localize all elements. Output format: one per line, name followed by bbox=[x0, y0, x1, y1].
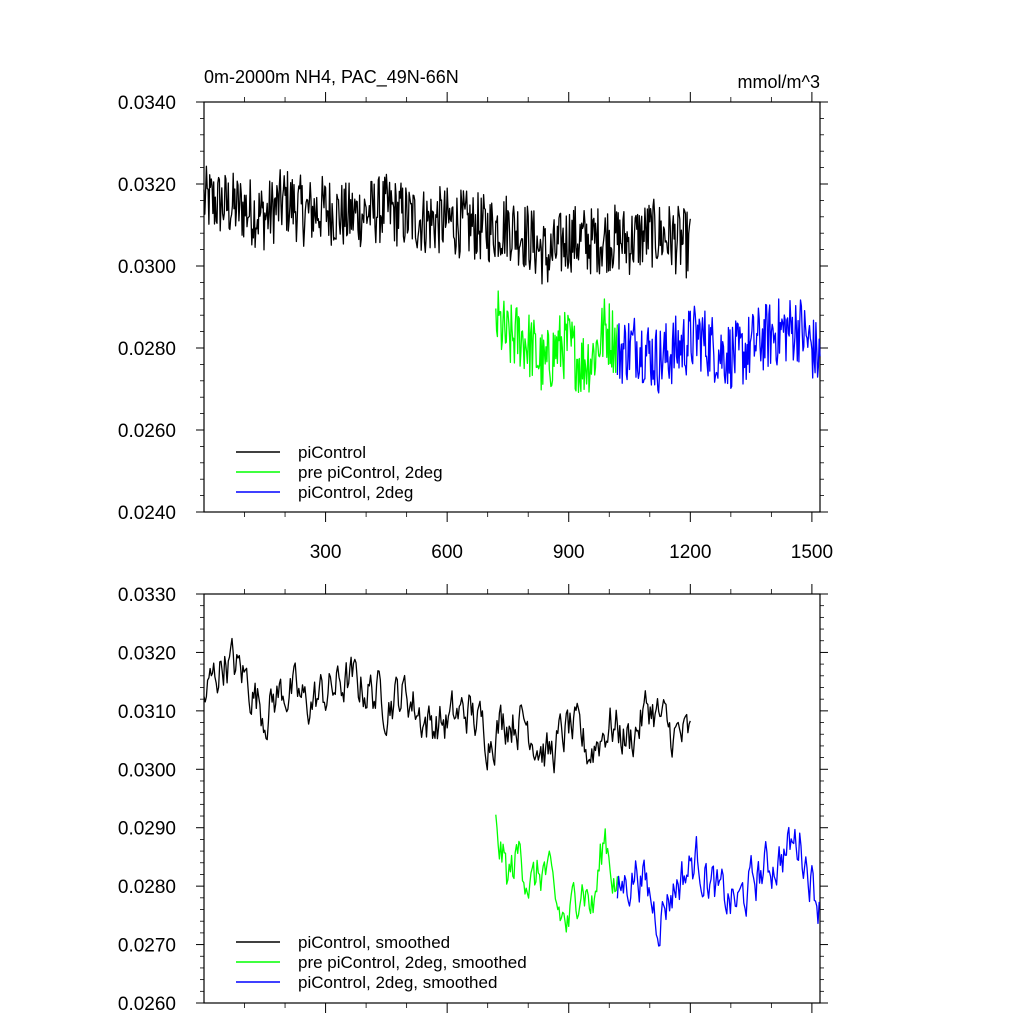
y-tick-label: 0.0320 bbox=[118, 643, 176, 664]
x-tick-label: 1500 bbox=[791, 542, 833, 563]
units-label: mmol/m^3 bbox=[738, 72, 820, 92]
x-tick-label: 900 bbox=[553, 542, 585, 563]
y-tick-label: 0.0310 bbox=[118, 702, 176, 723]
y-tick-label: 0.0300 bbox=[118, 257, 176, 278]
legend-label: piControl, 2deg bbox=[298, 483, 413, 502]
y-tick-label: 0.0290 bbox=[118, 819, 176, 840]
y-tick-label: 0.0330 bbox=[118, 585, 176, 606]
y-tick-label: 0.0280 bbox=[118, 877, 176, 898]
legend-label: piControl, smoothed bbox=[298, 933, 450, 952]
plot-frame bbox=[203, 593, 821, 1004]
series-line-picontrol bbox=[203, 165, 691, 285]
series-line-picontrol-2deg-smoothed bbox=[616, 826, 820, 947]
y-tick-label: 0.0240 bbox=[118, 503, 176, 524]
y-tick-label: 0.0280 bbox=[118, 339, 176, 360]
y-tick-label: 0.0260 bbox=[118, 421, 176, 442]
x-tick-label: 1200 bbox=[669, 542, 711, 563]
legend-label: pre piControl, 2deg, smoothed bbox=[298, 953, 527, 972]
series-line-pre-picontrol-2deg bbox=[495, 290, 619, 394]
y-tick-label: 0.0270 bbox=[118, 936, 176, 957]
legend-label: piControl, 2deg, smoothed bbox=[298, 973, 497, 992]
series-line-picontrol-2deg bbox=[616, 298, 821, 394]
y-tick-label: 0.0300 bbox=[118, 760, 176, 781]
series-line-picontrol-smoothed bbox=[203, 637, 691, 774]
legend-label: piControl bbox=[298, 443, 366, 462]
series-line-pre-picontrol-2deg-smoothed bbox=[495, 814, 619, 933]
x-tick-label: 300 bbox=[310, 542, 342, 563]
legend-label: pre piControl, 2deg bbox=[298, 463, 443, 482]
plot-frame bbox=[203, 101, 821, 513]
y-tick-label: 0.0260 bbox=[118, 994, 176, 1015]
x-tick-label: 600 bbox=[431, 542, 463, 563]
y-tick-label: 0.0340 bbox=[118, 93, 176, 114]
chart-title: 0m-2000m NH4, PAC_49N-66N bbox=[204, 67, 459, 88]
y-tick-label: 0.0320 bbox=[118, 175, 176, 196]
